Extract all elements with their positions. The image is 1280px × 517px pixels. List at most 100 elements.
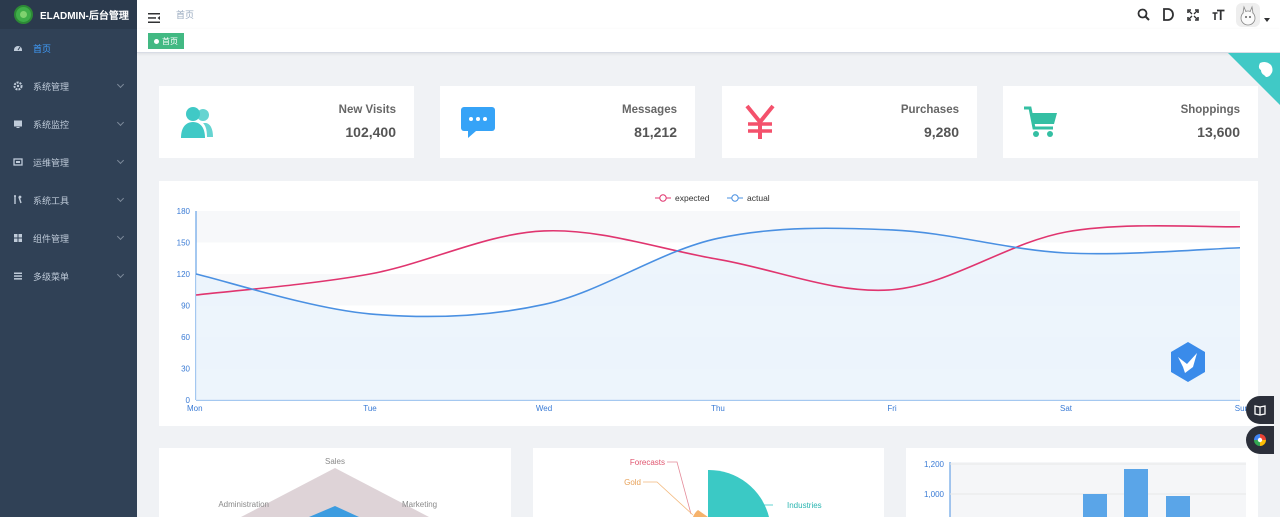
hamburger-icon[interactable] <box>148 10 160 23</box>
radar-chart: Sales Administration Marketing <box>218 457 437 517</box>
bar-chart: 1,200 1,000 <box>924 460 1246 517</box>
github-corner-icon[interactable] <box>1228 53 1280 105</box>
menu-icon <box>13 271 23 281</box>
users-icon <box>177 104 217 140</box>
chevron-down-icon <box>116 194 125 203</box>
chevron-down-icon <box>116 118 125 127</box>
chevron-down-icon <box>116 80 125 89</box>
logo-icon <box>14 5 33 24</box>
series-line-expected <box>195 224 1241 296</box>
sidebar-item-label: 系统工具 <box>33 195 70 206</box>
sidebar-item-multilevel[interactable]: 多级菜单 <box>0 257 137 295</box>
chevron-down-icon <box>116 232 125 241</box>
radar-chart-card: Sales Administration Marketing <box>159 448 511 517</box>
avatar[interactable] <box>1236 2 1260 27</box>
doc-float-button[interactable] <box>1246 396 1274 424</box>
panel-new-visits[interactable]: New Visits 102,400 <box>159 86 414 158</box>
sidebar-item-system[interactable]: 系统管理 <box>0 67 137 105</box>
doc-icon[interactable] <box>1161 8 1175 22</box>
panel-value: 9,280 <box>923 124 959 140</box>
grid-icon <box>13 233 23 243</box>
tags-view: 首页 <box>137 29 1280 53</box>
sidebar: ELADMIN-后台管理 首页 系统管理 系统监控 运维管理 系统工具 <box>0 0 137 517</box>
x-tick-label: Mon <box>187 404 203 413</box>
sidebar-item-label: 多级菜单 <box>33 271 70 282</box>
sidebar-item-ops[interactable]: 运维管理 <box>0 143 137 181</box>
legend-marker-actual <box>731 194 739 202</box>
message-icon <box>458 104 498 140</box>
y-tick-label: 150 <box>177 239 191 248</box>
app-logo[interactable]: ELADMIN-后台管理 <box>0 0 137 29</box>
breadcrumb[interactable]: 首页 <box>176 10 195 20</box>
panel-title: Purchases <box>900 104 959 116</box>
app-title: ELADMIN-后台管理 <box>40 11 129 22</box>
search-icon[interactable] <box>1136 8 1150 22</box>
hexagon-logo-icon <box>1171 342 1205 382</box>
bar-chart-card: 1,200 1,000 <box>906 448 1258 517</box>
sidebar-item-tools[interactable]: 系统工具 <box>0 181 137 219</box>
radar-label-administration: Administration <box>218 500 269 509</box>
legend-marker-expected <box>659 194 667 202</box>
x-tick-label: Thu <box>711 404 725 413</box>
y-tick-label: 90 <box>181 302 190 311</box>
radar-label-marketing: Marketing <box>402 500 437 509</box>
chevron-down-icon <box>116 156 125 165</box>
panel-value: 102,400 <box>345 124 396 140</box>
tag-home[interactable]: 首页 <box>148 33 184 49</box>
pie-label-industries: Industries <box>787 501 822 510</box>
y-tick-label: 180 <box>177 207 191 216</box>
navbar-actions <box>1136 0 1280 29</box>
y-tick-label: 0 <box>186 396 191 405</box>
x-tick-label: Fri <box>887 404 897 413</box>
monitor-icon <box>13 119 23 129</box>
pie-chart: Forecasts Gold Industries <box>624 458 822 517</box>
pie-chart-card: Forecasts Gold Industries <box>533 448 884 517</box>
bar <box>1166 496 1190 517</box>
panel-title: Shoppings <box>1180 104 1240 116</box>
pie-label-forecasts: Forecasts <box>630 458 665 467</box>
grid-band <box>196 211 1240 243</box>
y-tick-label: 60 <box>181 333 190 342</box>
bar-ytick: 1,200 <box>924 460 945 469</box>
y-tick-label: 120 <box>177 270 191 279</box>
legend-label: expected <box>675 193 710 203</box>
panel-value: 13,600 <box>1197 124 1240 140</box>
tools-icon <box>13 195 23 205</box>
sidebar-item-monitor[interactable]: 系统监控 <box>0 105 137 143</box>
sidebar-item-home[interactable]: 首页 <box>0 29 137 67</box>
navbar: 首页 <box>137 0 1280 29</box>
series-area-actual <box>196 228 1240 400</box>
sidebar-item-label: 首页 <box>33 43 52 54</box>
bar <box>1124 469 1148 517</box>
font-size-icon[interactable] <box>1211 8 1225 22</box>
caret-down-icon[interactable] <box>1264 17 1270 22</box>
chevron-down-icon <box>116 270 125 279</box>
sidebar-item-components[interactable]: 组件管理 <box>0 219 137 257</box>
theme-float-button[interactable] <box>1246 426 1274 454</box>
server-icon <box>13 157 23 167</box>
palette-icon <box>1254 434 1266 446</box>
series-line-actual <box>195 227 1241 318</box>
line-chart-card: 0 30 60 90 120 150 180 Mon Tue Wed Thu Fri Sat Sun exp… <box>159 181 1258 426</box>
panel-title: Messages <box>622 104 677 116</box>
panel-value: 81,212 <box>634 124 677 140</box>
fullscreen-icon[interactable] <box>1186 8 1200 22</box>
book-icon <box>1254 405 1266 416</box>
sidebar-item-label: 系统管理 <box>33 81 70 92</box>
panel-messages[interactable]: Messages 81,212 <box>440 86 695 158</box>
panel-title: New Visits <box>338 104 396 116</box>
panel-purchases[interactable]: Purchases 9,280 <box>722 86 977 158</box>
legend-label: actual <box>747 193 770 203</box>
x-tick-label: Tue <box>363 404 377 413</box>
sidebar-item-label: 运维管理 <box>33 157 70 168</box>
radar-label-sales: Sales <box>325 457 345 466</box>
x-tick-label: Sat <box>1060 404 1073 413</box>
y-tick-label: 30 <box>181 365 190 374</box>
bar-ytick: 1,000 <box>924 490 945 499</box>
dashboard-icon <box>13 43 23 53</box>
cart-icon <box>1021 104 1061 140</box>
sidebar-item-label: 组件管理 <box>33 233 70 244</box>
panel-shoppings[interactable]: Shoppings 13,600 <box>1003 86 1258 158</box>
gear-icon <box>13 81 23 91</box>
pie-label-gold: Gold <box>624 478 641 487</box>
